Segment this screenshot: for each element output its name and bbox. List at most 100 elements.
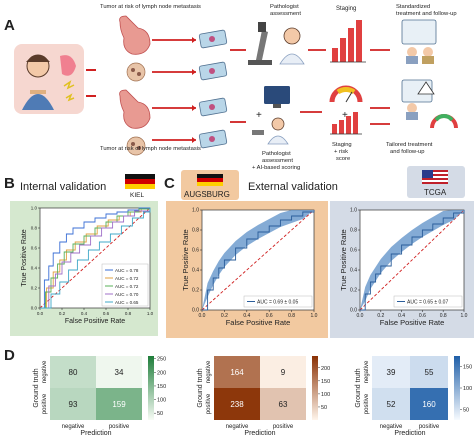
confusion-matrix-augsburg: 164 9 238 63 negative positive negative positiv…	[197, 356, 330, 437]
roc-chart-internal: 0.0 0.2 0.4 0.6 0.8 1.0 0.0 0.2 0.4 0.6 0.8 1.0 Fals…	[21, 206, 154, 326]
x-category-label: positive	[273, 424, 294, 430]
top-caption: Tumor at risk of lymph node metastasis	[100, 4, 201, 10]
legend	[393, 295, 463, 308]
x-tick-label: 0.4	[398, 313, 405, 319]
x-tick-label: 0.8	[440, 313, 447, 319]
heatmap-cell	[410, 356, 448, 388]
x-tick-label: 1.0	[147, 311, 154, 316]
panel-c-title: External validation	[248, 181, 338, 193]
staging-risk-label-1: Staging	[332, 142, 352, 148]
y-category-label: negative	[364, 360, 370, 383]
y-tick-label: 0.0	[31, 306, 38, 311]
panel-b-title: Internal validation	[20, 181, 106, 193]
x-tick-label: 1.0	[461, 313, 468, 319]
x-axis-label: Prediction	[80, 430, 111, 437]
pathologist-ai-label-3: + AI-based scoring	[252, 165, 300, 171]
colorbar-tick-label: 150	[321, 379, 330, 385]
standardized-label-2: treatment and follow-up	[396, 11, 457, 17]
y-tick-label: 0.8	[31, 226, 38, 231]
x-axis-label: Prediction	[394, 430, 425, 437]
y-axis-label: True Positive Rate	[339, 229, 348, 290]
x-tick-label: 0.0	[37, 311, 44, 316]
chance-line	[359, 209, 465, 311]
legend-entry: AUC = 0.70	[115, 292, 139, 297]
x-tick-label: 0.2	[59, 311, 66, 316]
y-tick-label: 0.2	[31, 286, 38, 291]
x-axis-label: False Positive Rate	[380, 318, 445, 327]
panel-label-c: C	[164, 175, 175, 192]
x-tick-label: 0.2	[377, 313, 384, 319]
colorbar-tick-label: 150	[463, 365, 472, 371]
y-tick-label: 0.4	[350, 268, 357, 274]
stomach-icon	[119, 15, 151, 55]
x-tick-label: 0.6	[266, 313, 273, 319]
colorbar-tick-label: 100	[321, 392, 330, 398]
standardized-label-1: Standardized	[396, 4, 430, 10]
staging-risk-label-2: + risk	[334, 149, 348, 155]
colorbar-tick-label: 50	[321, 405, 327, 411]
patient-illustration	[14, 44, 84, 114]
x-axis-label: Prediction	[244, 430, 275, 437]
y-tick-label: 0.0	[350, 308, 357, 314]
y-tick-label: 0.0	[192, 308, 199, 314]
panel-d: D 80 34 93 159 negative positive negative posit…	[4, 347, 472, 437]
treatment-icon	[401, 79, 458, 129]
legend-entry: AUC = 0.65	[115, 300, 139, 305]
cell-value: 52	[387, 400, 396, 409]
y-category-label: negative	[206, 360, 212, 383]
x-tick-label: 0.0	[199, 313, 206, 319]
staging-bars-icon	[330, 20, 366, 63]
cohort-tcga: TCGA	[424, 188, 447, 197]
y-category-label: positive	[206, 393, 212, 414]
cohort-kiel: KIEL	[130, 192, 144, 199]
heatmap-cell	[410, 388, 448, 420]
x-tick-label: 0.2	[221, 313, 228, 319]
y-tick-label: 1.0	[350, 208, 357, 214]
heatmap-cell	[260, 356, 306, 388]
cell-value: 80	[69, 368, 78, 377]
panel-label-a: A	[4, 17, 15, 34]
panel-label-b: B	[4, 175, 15, 192]
legend-entry: AUC = 0.69 ± 0.05	[257, 300, 298, 306]
y-tick-label: 0.6	[31, 246, 38, 251]
x-axis-label: False Positive Rate	[65, 318, 125, 325]
y-tick-label: 0.2	[192, 288, 199, 294]
cell-value: 34	[115, 368, 124, 377]
y-category-label: positive	[364, 393, 370, 414]
y-tick-label: 0.8	[350, 228, 357, 234]
cell-value: 160	[422, 400, 436, 409]
heatmap-cell	[214, 388, 260, 420]
germany-flag-icon	[197, 174, 223, 186]
stomach-icon	[119, 89, 151, 129]
cell-value: 63	[279, 400, 288, 409]
svg-text:+: +	[256, 110, 262, 121]
cell-value: 9	[281, 368, 286, 377]
y-category-label: negative	[42, 360, 48, 383]
x-tick-label: 0.6	[419, 313, 426, 319]
roc-series-line	[40, 207, 150, 309]
colorbar	[312, 356, 318, 420]
legend-entry: AUC = 0.72	[115, 276, 139, 281]
y-tick-label: 1.0	[31, 206, 38, 211]
pathologist-ai-label-2: assessment	[262, 158, 293, 164]
x-tick-label: 0.8	[125, 311, 132, 316]
cell-value: 164	[230, 368, 244, 377]
panel-label-d: D	[4, 347, 15, 364]
staging-label: Staging	[336, 6, 356, 12]
staging-risk-label-3: score	[336, 156, 350, 162]
panel-c: C AUGSBURG External validation TCGA 0.0 0…	[164, 166, 474, 338]
legend-entry: AUC = 0.65 ± 0.07	[407, 300, 448, 306]
x-axis-label: False Positive Rate	[226, 318, 291, 327]
y-tick-label: 0.4	[192, 268, 199, 274]
x-category-label: negative	[62, 424, 85, 430]
colorbar-tick-label: 100	[463, 386, 472, 392]
microscope-icon	[248, 22, 272, 65]
pathologist-assessment-label-1: Pathologist	[270, 4, 299, 10]
x-category-label: negative	[226, 424, 249, 430]
cell-value: 159	[112, 400, 126, 409]
pathologist-icon	[252, 117, 289, 145]
y-tick-label: 0.4	[31, 266, 38, 271]
y-axis-label: Ground truth	[197, 368, 204, 407]
roc-chart-augsburg: 0.0 0.2 0.4 0.6 0.8 1.0 0.0 0.2 0.4 0.6 0.8 1.0 Fals…	[181, 208, 318, 328]
heatmap-cell	[50, 356, 96, 388]
